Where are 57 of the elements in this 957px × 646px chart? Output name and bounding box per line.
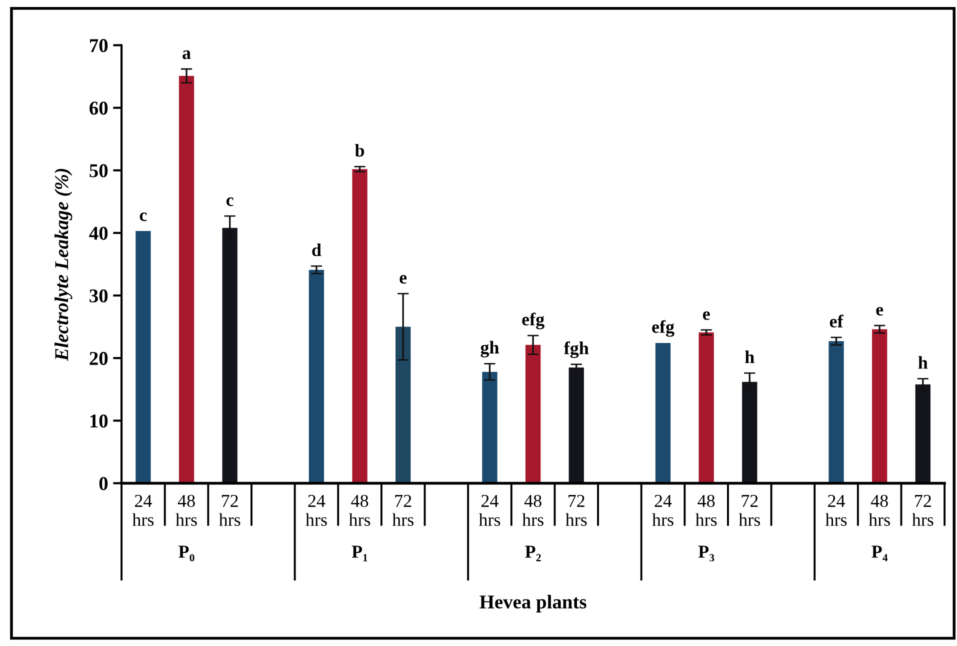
data-label: e	[876, 306, 884, 316]
data-label: fgh	[564, 341, 589, 358]
x-tick-label: 48 hrs	[522, 494, 544, 526]
y-tick-label: 70	[90, 39, 108, 52]
y-tick-label: 10	[90, 414, 108, 428]
y-tick-label: 40	[89, 226, 108, 240]
data-label: c	[140, 212, 147, 222]
x-tick-label: 72 hrs	[738, 494, 760, 526]
x-tick-label: 24 hrs	[306, 494, 327, 526]
y-tick-label: 30	[90, 289, 108, 302]
x-tick-label: 48 hrs	[695, 494, 717, 526]
data-label: efg	[652, 320, 674, 337]
data-label: ef	[830, 314, 844, 328]
x-tick-label: 72 hrs	[566, 494, 587, 526]
bar	[828, 341, 844, 484]
bar	[178, 76, 194, 484]
data-label: e	[702, 311, 710, 320]
text: P₁	[352, 546, 368, 562]
data-label: h	[745, 350, 754, 363]
bar	[352, 169, 368, 484]
bar	[525, 344, 541, 484]
y-tick-label: 0	[99, 477, 108, 490]
x-tick-label: 48 hrs	[176, 494, 197, 526]
data-label: efg	[522, 312, 544, 330]
x-tick-label: 24 hrs	[825, 494, 847, 526]
bar	[872, 329, 888, 484]
bar	[396, 326, 411, 484]
x-tick-label: 72 hrs	[392, 494, 414, 526]
y-tick-label: 50	[90, 164, 108, 178]
data-label: a	[182, 50, 191, 60]
y-tick-label: 60	[90, 102, 108, 115]
data-label: c	[226, 197, 234, 206]
data-label: h	[918, 356, 928, 369]
data-label: e	[400, 275, 407, 284]
x-tick-label: 24 hrs	[478, 494, 500, 526]
bar	[568, 367, 584, 484]
text: P₀	[178, 546, 194, 562]
y-axis-title: Electrolyte Leakage (%)	[54, 168, 72, 361]
data-label: gh	[480, 340, 499, 358]
bar	[698, 332, 714, 484]
y-tick-label: 20	[90, 352, 108, 366]
bar	[308, 270, 324, 484]
x-tick-label: 24 hrs	[652, 494, 674, 526]
x-tick-label: 48 hrs	[868, 494, 890, 526]
x-tick-label: 24 hrs	[132, 494, 154, 526]
data-label: b	[354, 144, 364, 157]
text: P₄	[872, 546, 888, 562]
text: P₂	[525, 546, 541, 562]
x-tick-label: 48 hrs	[348, 494, 370, 526]
x-tick-label: 72 hrs	[912, 494, 934, 526]
x-tick-label: 72 hrs	[218, 494, 240, 526]
bar	[136, 231, 151, 484]
data-label: d	[312, 243, 322, 256]
x-axis-title: Hevea plants	[480, 594, 586, 612]
bar	[482, 372, 498, 484]
text: P₃	[698, 546, 714, 562]
bar	[655, 343, 671, 484]
